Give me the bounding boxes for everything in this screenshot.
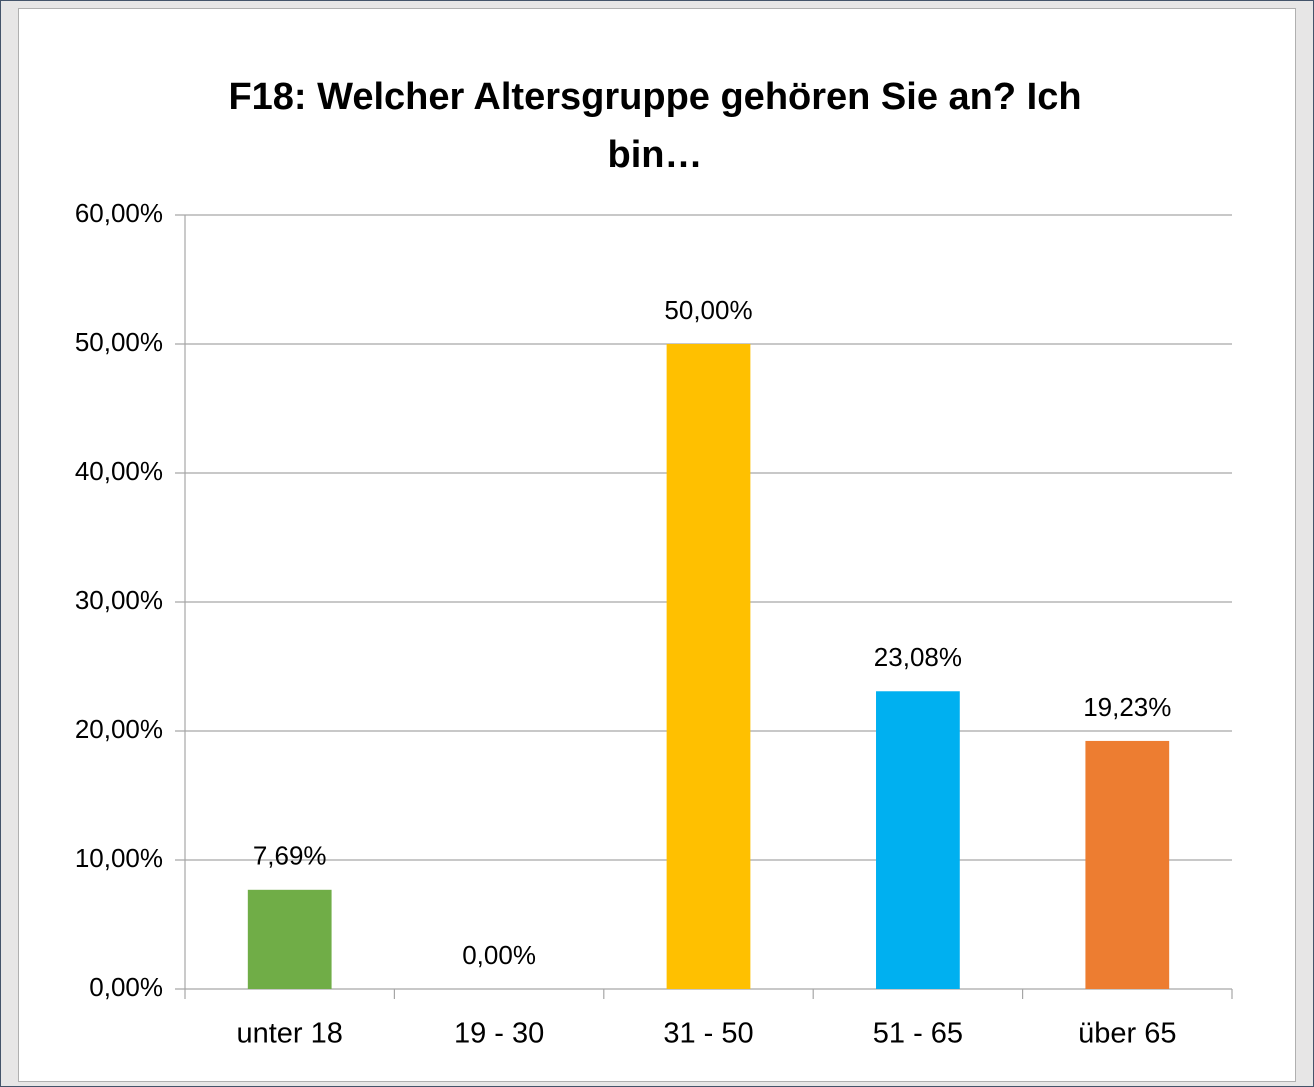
y-tick-label: 50,00% — [75, 327, 163, 357]
data-label: 19,23% — [1083, 692, 1171, 722]
chart-title: F18: Welcher Altersgruppe gehören Sie an… — [228, 76, 1082, 176]
bar — [1085, 740, 1170, 989]
y-tick-label: 60,00% — [75, 198, 163, 228]
x-tick-label: über 65 — [1078, 1018, 1176, 1050]
y-tick-label: 20,00% — [75, 714, 163, 744]
x-tick-label: unter 18 — [236, 1018, 342, 1050]
y-tick-label: 30,00% — [75, 585, 163, 615]
data-label: 7,69% — [253, 841, 327, 871]
y-tick-label: 40,00% — [75, 456, 163, 486]
x-tick-label: 31 - 50 — [663, 1018, 753, 1050]
x-tick-label: 51 - 65 — [873, 1018, 963, 1050]
data-label: 50,00% — [664, 295, 752, 325]
bar — [666, 344, 751, 989]
x-tick-label: 19 - 30 — [454, 1018, 544, 1050]
bar — [876, 691, 960, 989]
y-tick-label: 10,00% — [75, 843, 163, 873]
data-label: 0,00% — [462, 940, 536, 970]
bar — [247, 889, 332, 989]
data-label: 23,08% — [874, 642, 962, 672]
y-tick-label: 0,00% — [89, 972, 163, 1002]
chart-area — [18, 8, 1296, 1082]
